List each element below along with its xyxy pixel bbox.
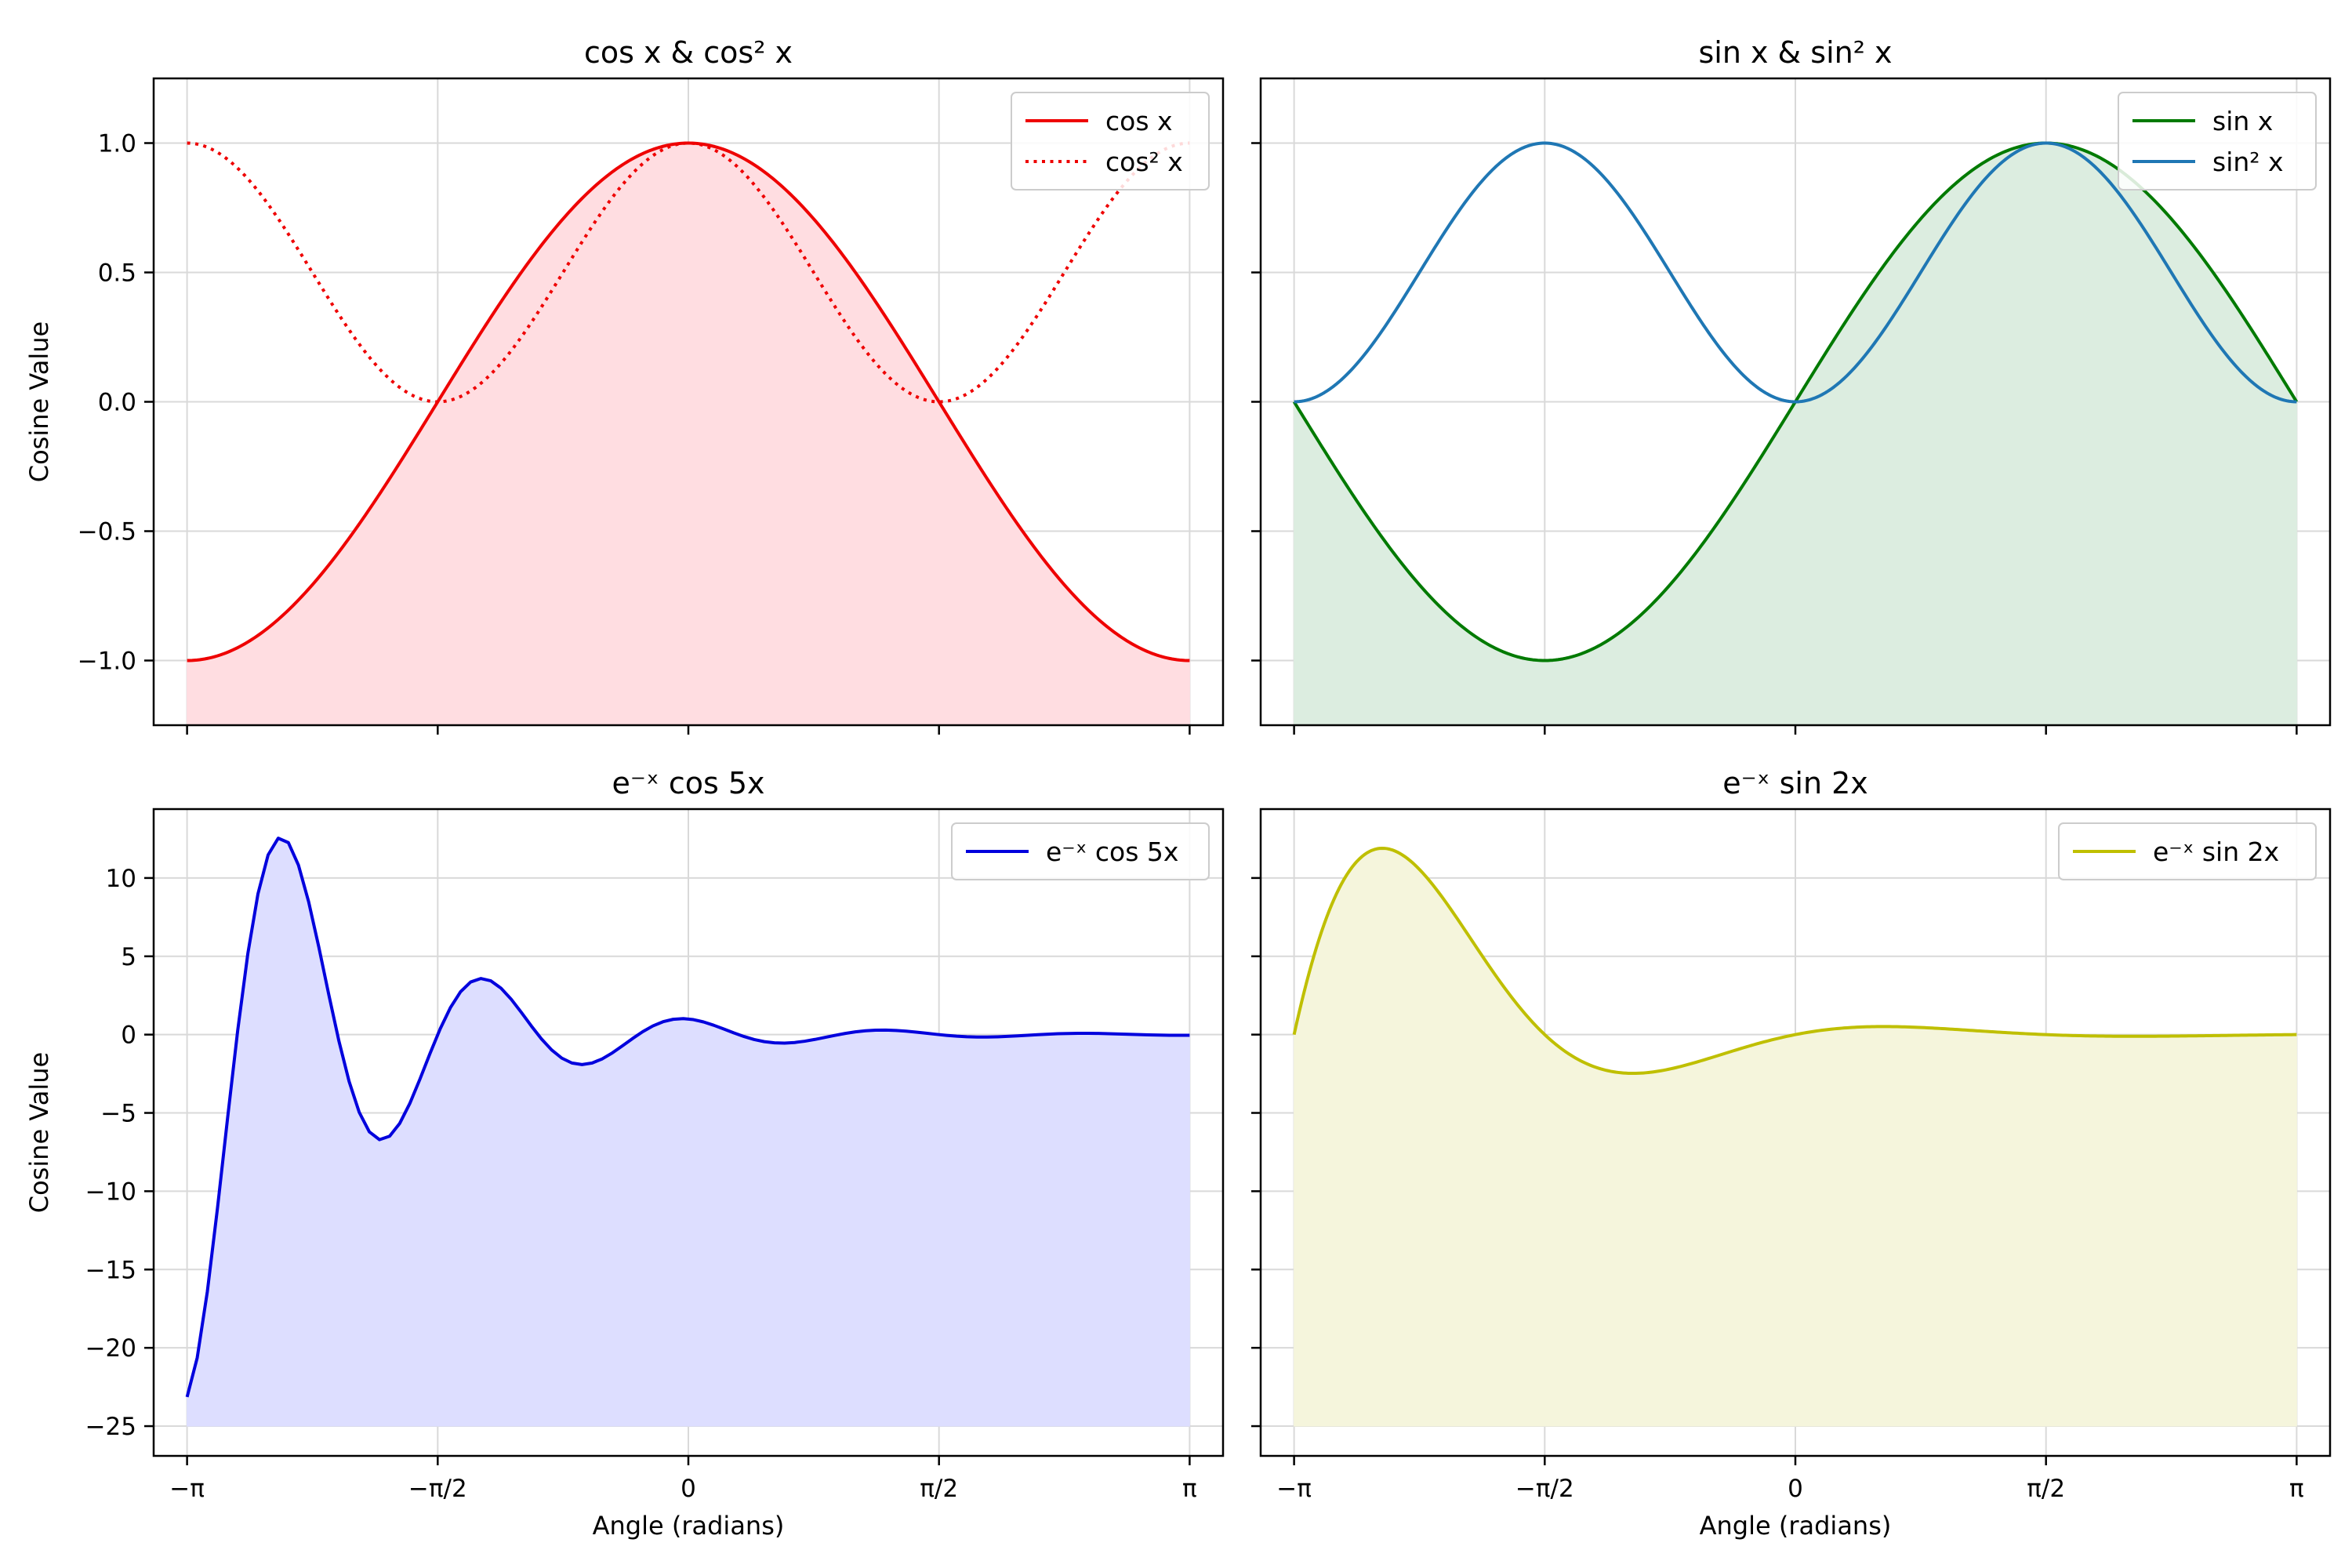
- y-tick-label: 0.0: [98, 389, 136, 417]
- y-tick-label: 5: [121, 943, 136, 971]
- x-axis-label: Angle (radians): [593, 1511, 785, 1541]
- x-tick-label: −π: [1276, 1475, 1312, 1503]
- legend: cos x cos² x: [1011, 92, 1210, 191]
- legend-box: [2118, 92, 2317, 191]
- x-axis-label: Angle (radians): [1700, 1511, 1892, 1541]
- series-line: [1294, 141, 2297, 404]
- y-tick-label: −1.0: [78, 648, 136, 676]
- legend: sin x sin² x: [2118, 92, 2317, 191]
- y-tick-label: 0.5: [98, 260, 136, 288]
- y-tick-label: −10: [85, 1178, 136, 1206]
- chart-title: e⁻ˣ sin 2x: [1722, 766, 1868, 800]
- y-axis-label: Cosine Value: [24, 321, 54, 483]
- legend-box: [2058, 822, 2317, 880]
- x-tick-label: π/2: [2027, 1475, 2065, 1503]
- chart-title: sin x & sin² x: [1698, 35, 1892, 70]
- legend-label: cos x: [1105, 106, 1173, 136]
- legend-box: [1011, 92, 1210, 191]
- series-line: [187, 141, 1190, 662]
- legend-label: sin² x: [2212, 147, 2284, 177]
- y-tick-label: −0.5: [78, 518, 136, 546]
- x-tick-label: −π: [169, 1475, 205, 1503]
- legend-label: sin x: [2212, 106, 2273, 136]
- legend-label: e⁻ˣ cos 5x: [1046, 837, 1178, 867]
- legend: e⁻ˣ sin 2x: [2058, 822, 2317, 880]
- y-tick-label: −20: [85, 1334, 136, 1363]
- x-tick-label: −π/2: [1515, 1475, 1574, 1503]
- chart-panel-3: −π −π/2 0 π/2 π −25 −20 −15 −10 −5 0 5 10 e⁻ˣ cos 5x A…: [24, 766, 1225, 1541]
- legend-label: cos² x: [1105, 147, 1183, 177]
- series-line: [187, 141, 1190, 404]
- legend-box: [951, 822, 1210, 880]
- chart-panel-4: −π −π/2 0 π/2 π e⁻ˣ sin 2x Angle (radians) e⁻ˣ …: [1251, 766, 2332, 1541]
- area-fill: [187, 143, 1190, 725]
- x-tick-label: π/2: [920, 1475, 958, 1503]
- y-tick-label: 0: [121, 1022, 136, 1050]
- chart-title: e⁻ˣ cos 5x: [612, 766, 764, 800]
- series-line: [185, 837, 1190, 1398]
- x-tick-label: π: [1182, 1475, 1197, 1503]
- y-tick-label: −25: [85, 1413, 136, 1441]
- y-tick-label: 1.0: [98, 130, 136, 158]
- y-tick-label: 10: [106, 865, 136, 893]
- y-tick-label: −5: [100, 1100, 136, 1128]
- x-tick-label: 0: [681, 1475, 696, 1503]
- legend: e⁻ˣ cos 5x: [951, 822, 1210, 880]
- chart-title: cos x & cos² x: [584, 35, 793, 70]
- x-tick-label: 0: [1788, 1475, 1803, 1503]
- x-tick-label: π: [2289, 1475, 2304, 1503]
- y-tick-label: −15: [85, 1256, 136, 1284]
- chart-panel-1: −1.0 −0.5 0.0 0.5 1.0 cos x & cos² x Cosine Va…: [24, 35, 1225, 735]
- chart-panel-2: sin x & sin² x sin x sin² x: [1251, 35, 2332, 735]
- y-axis-label: Cosine Value: [24, 1052, 54, 1214]
- series-line: [1292, 846, 2297, 1076]
- x-tick-label: −π/2: [408, 1475, 467, 1503]
- legend-label: e⁻ˣ sin 2x: [2153, 837, 2279, 867]
